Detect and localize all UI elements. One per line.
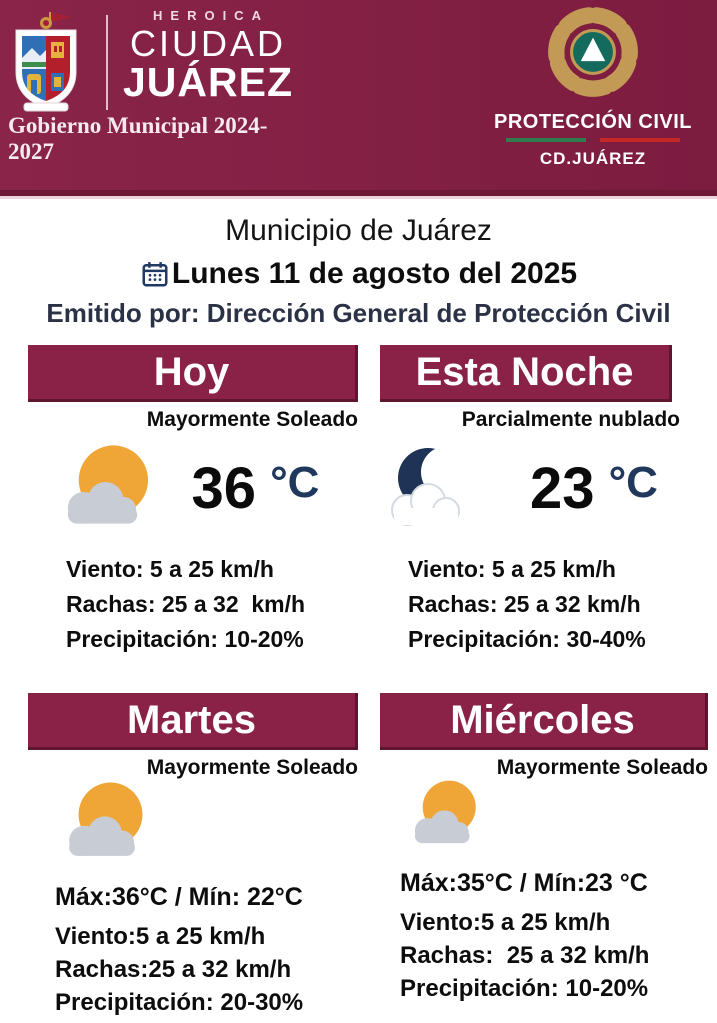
card-hoy-main: 36 °C <box>28 432 358 544</box>
wind-line: Viento: 5 a 25 km/h <box>408 556 616 582</box>
card-miercoles: Miércoles Mayormente Soleado Máx:35°C / … <box>380 693 708 1019</box>
precipitation-line: Precipitación: 20-30% <box>55 989 304 1016</box>
card-miercoles-maxmin: Máx:35°C / Mín:23 °C <box>400 869 648 897</box>
juarez-coat-of-arms-icon <box>15 12 77 112</box>
card-hoy-header: Hoy <box>28 345 358 402</box>
card-martes-details: Viento:5 a 25 km/h Rachas:25 a 32 km/h P… <box>28 920 358 1019</box>
sun-behind-cloud-icon <box>67 445 149 524</box>
card-esta-noche-header: Esta Noche <box>380 345 672 402</box>
moon-behind-cloud-icon <box>391 446 473 526</box>
banner-bottom-highlight <box>0 196 717 199</box>
temperature-value: 36 <box>191 455 257 521</box>
gusts-line: Rachas:25 a 32 km/h <box>55 956 292 983</box>
proteccion-civil-title: PROTECCIÓN CIVIL <box>493 111 692 133</box>
calendar-icon <box>142 262 168 287</box>
banner-divider <box>106 15 108 110</box>
temperature-value: 23 <box>530 455 595 521</box>
card-esta-noche-temperature: 23 °C <box>480 455 708 522</box>
underline-green <box>506 138 586 142</box>
forecast-date: Lunes 11 de agosto del 2025 <box>171 257 578 290</box>
card-esta-noche-main: 23 °C <box>380 432 708 544</box>
card-hoy: Hoy Mayormente Soleado 36 °C Viento: 5 a… <box>28 345 358 657</box>
card-miercoles-header: Miércoles <box>380 693 708 750</box>
card-esta-noche: Esta Noche Parcialmente nublado 23 °C Vi… <box>380 345 708 657</box>
card-martes: Martes Mayormente Soleado Máx:36°C / Mín… <box>28 693 358 1019</box>
wind-line: Viento:5 a 25 km/h <box>55 923 266 950</box>
card-martes-maxmin: Máx:36°C / Mín: 22°C <box>55 883 303 911</box>
city-brand: HEROICA CIUDAD JUÁREZ <box>118 8 298 105</box>
underline-red <box>600 138 680 142</box>
card-hoy-condition: Mayormente Soleado <box>146 408 358 431</box>
cd-juarez-label: CD.JUÁREZ <box>539 149 647 168</box>
tricolor-underline <box>478 138 708 142</box>
card-miercoles-icon-row <box>380 772 708 863</box>
gusts-line: Rachas: 25 a 32 km/h <box>408 591 641 617</box>
card-miercoles-details: Viento:5 a 25 km/h Rachas: 25 a 32 km/h … <box>380 906 708 1005</box>
forecast-row-today: Hoy Mayormente Soleado 36 °C Viento: 5 a… <box>0 345 717 657</box>
header-banner: HEROICA CIUDAD JUÁREZ Gobierno Municipal… <box>0 0 717 190</box>
card-esta-noche-details: Viento: 5 a 25 km/h Rachas: 25 a 32 km/h… <box>380 552 708 657</box>
precipitation-line: Precipitación: 30-40% <box>408 626 646 652</box>
wind-line: Viento:5 a 25 km/h <box>400 909 611 936</box>
brand-juarez: JUÁREZ <box>122 59 294 105</box>
card-martes-icon-row <box>28 772 358 877</box>
wind-line: Viento: 5 a 25 km/h <box>66 556 274 582</box>
gusts-line: Rachas: 25 a 32 km/h <box>400 942 650 969</box>
sun-behind-cloud-icon <box>414 780 476 844</box>
card-martes-header: Martes <box>28 693 358 750</box>
card-martes-condition: Mayormente Soleado <box>146 756 358 779</box>
gobierno-municipal-label: Gobierno Municipal 2024-2027 <box>8 113 268 164</box>
temperature-unit: °C <box>270 458 320 507</box>
proteccion-civil-block: PROTECCIÓN CIVIL CD.JUÁREZ <box>478 4 708 169</box>
card-miercoles-condition: Mayormente Soleado <box>496 756 708 779</box>
precipitation-line: Precipitación: 10-20% <box>66 626 304 652</box>
card-esta-noche-condition: Parcialmente nublado <box>461 408 680 431</box>
brand-heroica: HEROICA <box>153 8 269 23</box>
forecast-row-next-days: Martes Mayormente Soleado Máx:36°C / Mín… <box>0 693 717 1019</box>
date-row: Lunes 11 de agosto del 2025 <box>0 257 717 291</box>
bulletin-intro: Municipio de Juárez Lunes 11 de agosto d… <box>0 214 717 329</box>
card-hoy-temperature: 36 °C <box>153 455 358 522</box>
gusts-line: Rachas: 25 a 32 km/h <box>66 591 306 617</box>
temperature-unit: °C <box>608 458 658 507</box>
page-title: Municipio de Juárez <box>225 214 492 247</box>
precipitation-line: Precipitación: 10-20% <box>400 975 649 1002</box>
emitted-by-label: Emitido por: Dirección General de Protec… <box>46 298 671 328</box>
proteccion-civil-emblem-icon <box>548 7 638 97</box>
banner-bottom-edge <box>0 190 717 196</box>
sun-behind-cloud-icon <box>69 782 143 856</box>
card-hoy-details: Viento: 5 a 25 km/h Rachas: 25 a 32 km/h… <box>28 552 358 657</box>
brand-ciudad: CIUDAD <box>129 23 286 64</box>
